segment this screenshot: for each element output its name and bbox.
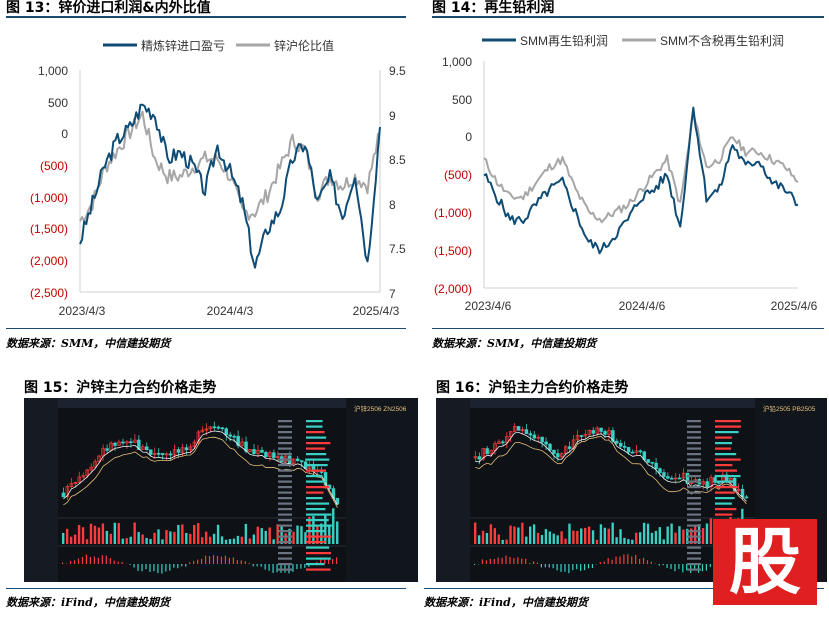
figure-14-series — [483, 106, 799, 255]
candlestick-series — [473, 422, 749, 505]
y-right-tick: 9 — [389, 109, 396, 123]
figure-16-source: 数据来源：iFind，中信建投期货 — [424, 596, 588, 609]
figure-14-chart: SMM再生铅利润 SMM不含税再生铅利润 1,000 500 0 (500) (… — [434, 33, 818, 313]
x-tick: 2024/4/6 — [619, 299, 666, 313]
quote-panel — [278, 420, 332, 571]
figure-14-top-rule — [432, 16, 824, 18]
series-line-untaxed — [483, 112, 799, 224]
figure-13-series — [79, 103, 381, 269]
y-right-tick: 8.5 — [389, 153, 406, 167]
y-right-tick: 8 — [389, 198, 396, 212]
x-tick: 2025/4/6 — [771, 299, 818, 313]
series-line-profit — [79, 103, 381, 269]
y-left-tick: (2,000) — [30, 254, 68, 268]
y-right-tick: 7 — [389, 287, 396, 301]
x-tick: 2023/4/3 — [59, 304, 106, 318]
figure-16-bottom-rule — [424, 588, 824, 589]
figure-14-bottom-rule — [432, 328, 824, 329]
y-tick: (1,000) — [434, 206, 472, 220]
y-tick: 500 — [452, 93, 472, 107]
figure-15-source: 数据来源：iFind，中信建投期货 — [6, 596, 170, 609]
y-left-tick: (500) — [40, 159, 68, 173]
y-tick: (1,500) — [434, 244, 472, 258]
series-line-ratio — [79, 110, 381, 223]
contract-label: 沪锌2506 ZN2506 — [354, 404, 407, 413]
y-left-tick: 500 — [48, 96, 68, 110]
figure-13-bottom-rule — [6, 328, 406, 329]
contract-label: 沪铅2505 PB2505 — [763, 404, 816, 413]
legend-label-profit: SMM再生铅利润 — [520, 34, 608, 48]
figure-16-title: 图 16：沪铅主力合约价格走势 — [436, 380, 629, 396]
y-tick: 0 — [465, 130, 472, 144]
figure-13-title: 图 13：锌价进口利润&内外比值 — [6, 0, 211, 16]
y-left-tick: 0 — [61, 127, 68, 141]
y-left-tick: (1,500) — [30, 222, 68, 236]
x-tick: 2023/4/6 — [465, 299, 512, 313]
series-line-profit — [483, 106, 799, 255]
y-tick: 1,000 — [442, 55, 472, 69]
legend-label-untaxed: SMM不含税再生铅利润 — [660, 33, 784, 48]
macd-bars — [62, 554, 338, 574]
legend-label-profit: 精炼锌进口盈亏 — [141, 38, 225, 53]
watermark-stamp: 股 — [713, 519, 817, 605]
y-right-tick: 7.5 — [389, 242, 406, 256]
figure-15-title: 图 15：沪锌主力合约价格走势 — [24, 380, 217, 396]
macd-bars — [474, 554, 747, 574]
figure-15-bottom-rule — [6, 588, 406, 589]
candlestick-series — [61, 421, 340, 508]
figure-13-source: 数据来源：SMM，中信建投期货 — [6, 337, 171, 350]
x-tick: 2024/4/3 — [207, 304, 254, 318]
y-left-tick: (2,500) — [30, 286, 68, 300]
y-tick: (500) — [444, 168, 472, 182]
figure-14-source: 数据来源：SMM，中信建投期货 — [432, 337, 597, 350]
volume-bars — [62, 508, 339, 544]
volume-bars — [474, 508, 748, 544]
legend-label-ratio: 锌沪伦比值 — [274, 38, 334, 53]
x-tick: 2025/4/3 — [353, 304, 400, 318]
figure-14-title: 图 14：再生铅利润 — [432, 0, 555, 16]
figure-13-top-rule — [6, 16, 406, 18]
figure-15-kline-svg: 沪锌2506 ZN2506 — [24, 398, 418, 582]
y-left-tick: 1,000 — [38, 64, 68, 78]
y-tick: (2,000) — [434, 282, 472, 296]
y-right-tick: 9.5 — [389, 64, 406, 78]
figure-15-terminal-screenshot: 沪锌2506 ZN2506 — [24, 398, 418, 582]
figure-13-chart: 精炼锌进口盈亏 锌沪伦比值 1,000 500 0 (500) (1,000) … — [30, 38, 406, 318]
y-left-tick: (1,000) — [30, 191, 68, 205]
